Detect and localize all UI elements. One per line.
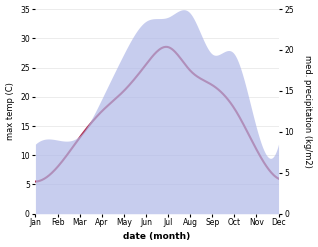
Y-axis label: med. precipitation (kg/m2): med. precipitation (kg/m2) [303, 55, 313, 168]
Y-axis label: max temp (C): max temp (C) [5, 82, 15, 140]
X-axis label: date (month): date (month) [123, 232, 190, 242]
